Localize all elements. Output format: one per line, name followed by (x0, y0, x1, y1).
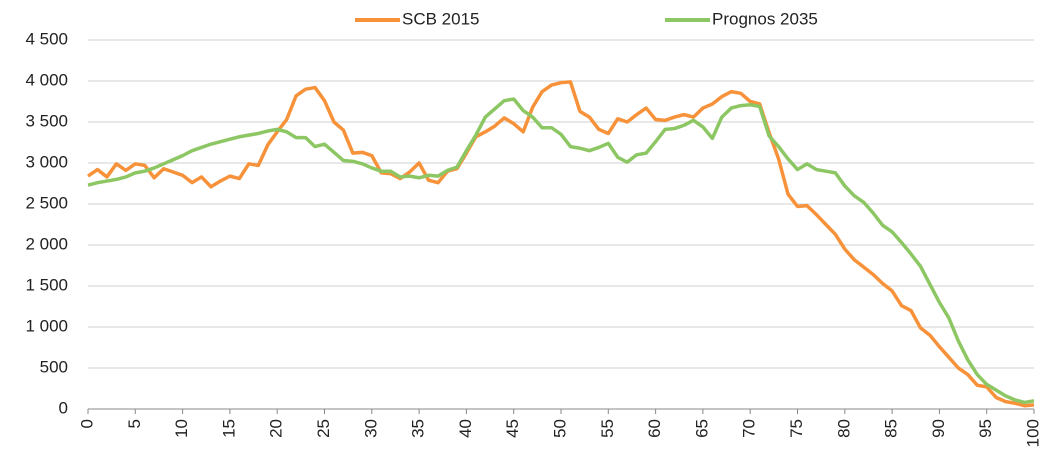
x-tick-label: 80 (834, 419, 853, 438)
y-tick-label: 4 500 (25, 29, 68, 48)
x-tick-label: 30 (361, 419, 380, 438)
x-tick-label: 100 (1023, 419, 1042, 447)
x-tick-label: 75 (787, 419, 806, 438)
x-tick-label: 45 (503, 419, 522, 438)
x-tick-label: 25 (314, 419, 333, 438)
x-tick-label: 85 (882, 419, 901, 438)
x-tick-label: 55 (598, 419, 617, 438)
x-tick-label: 60 (645, 419, 664, 438)
series-line (87, 97, 1035, 405)
legend-label: Prognos 2035 (712, 9, 818, 28)
x-tick-label: 40 (456, 419, 475, 438)
x-tick-label: 5 (125, 419, 144, 428)
y-tick-label: 2 000 (25, 234, 68, 253)
x-tick-label: 0 (77, 419, 96, 428)
x-tick-label: 95 (976, 419, 995, 438)
y-tick-label: 500 (40, 357, 68, 376)
x-tick-label: 50 (550, 419, 569, 438)
legend-label: SCB 2015 (402, 9, 480, 28)
x-tick-label: 65 (692, 419, 711, 438)
x-tick-label: 35 (409, 419, 428, 438)
y-tick-label: 3 000 (25, 152, 68, 171)
x-tick-label: 10 (172, 419, 191, 438)
x-tick-label: 90 (929, 419, 948, 438)
y-tick-label: 4 000 (25, 70, 68, 89)
y-tick-label: 3 500 (25, 111, 68, 130)
y-tick-label: 2 500 (25, 193, 68, 212)
y-tick-label: 1 500 (25, 275, 68, 294)
x-tick-label: 70 (740, 419, 759, 438)
y-tick-label: 0 (59, 398, 68, 417)
x-tick-label: 15 (219, 419, 238, 438)
x-tick-label: 20 (267, 419, 286, 438)
y-tick-label: 1 000 (25, 316, 68, 335)
series-line (87, 80, 1035, 408)
